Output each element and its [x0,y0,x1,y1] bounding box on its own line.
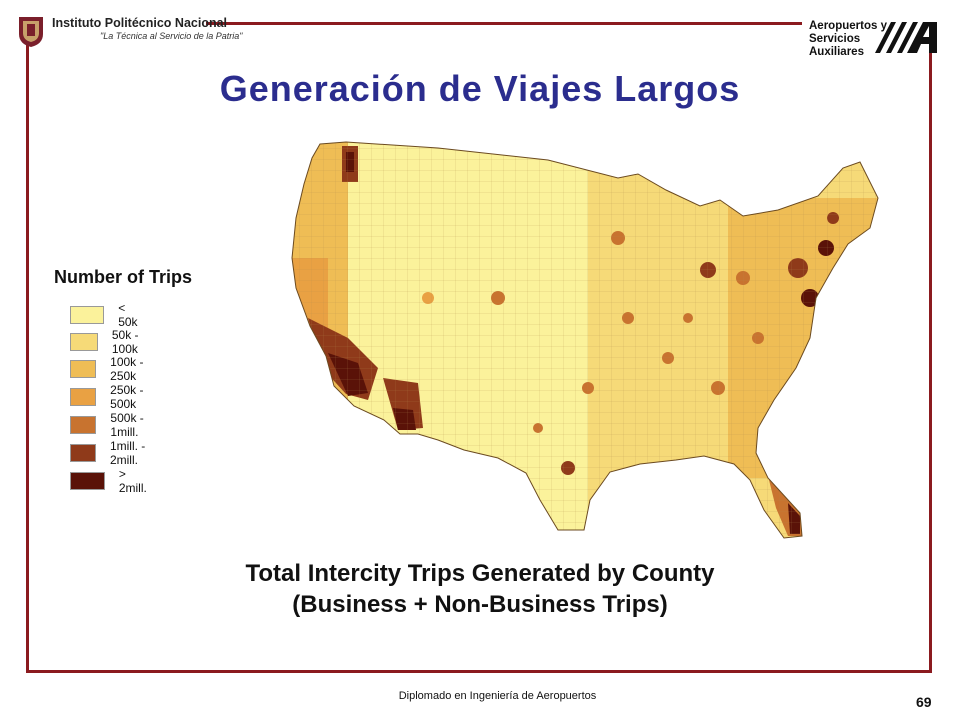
institution-name: Instituto Politécnico Nacional [52,16,228,30]
program-line-2: Servicios [809,33,861,45]
footer-course: Diplomado en Ingeniería de Aeropuertos [398,690,597,702]
legend-label: > 2mill. [118,467,147,495]
map-caption: Total Intercity Trips Generated by Count… [0,558,960,620]
legend-item: 1mill. - 2mill. [70,439,152,467]
us-county-map [291,141,879,539]
program-line-1: Aeropuertos y [809,20,887,32]
legend-label: 250k - 500k [110,383,144,411]
caption-line-2: (Business + Non-Business Trips) [292,591,668,618]
legend-swatch [70,416,97,434]
legend-swatch [70,306,105,324]
legend-label: 1mill. - 2mill. [109,439,146,467]
legend-item: 50k - 100k [70,328,150,356]
legend-swatch [70,472,105,490]
institution-motto: "La Técnica al Servicio de la Patria" [100,31,243,41]
legend-label: 100k - 250k [110,355,144,383]
legend-item: < 50k [70,301,143,329]
page-number: 69 [916,694,932,710]
legend-item: 100k - 250k [70,355,150,383]
legend-item: > 2mill. [70,467,152,495]
program-line-3: Auxiliares [809,46,864,58]
asa-logo [875,22,937,53]
legend-label: 500k - 1mill. [110,411,144,439]
legend-item: 500k - 1mill. [70,411,152,439]
legend-label: < 50k [118,301,138,329]
ipn-header: Instituto Politécnico Nacional "La Técni… [16,14,242,48]
slide-frame [26,22,932,673]
program-name: Aeropuertos y Servicios Auxiliares [809,20,887,59]
slide-title: Generación de Viajes Largos [219,68,741,109]
legend-title: Number of Trips [54,267,193,287]
legend-swatch [70,444,96,462]
legend-item: 250k - 500k [70,383,150,411]
legend-swatch [70,388,97,406]
legend-swatch [70,333,98,351]
header-rule-left [206,22,802,25]
ipn-shield-logo [19,17,43,47]
legend-label: 50k - 100k [111,328,139,356]
legend-swatch [70,360,97,378]
caption-line-1: Total Intercity Trips Generated by Count… [245,560,715,587]
